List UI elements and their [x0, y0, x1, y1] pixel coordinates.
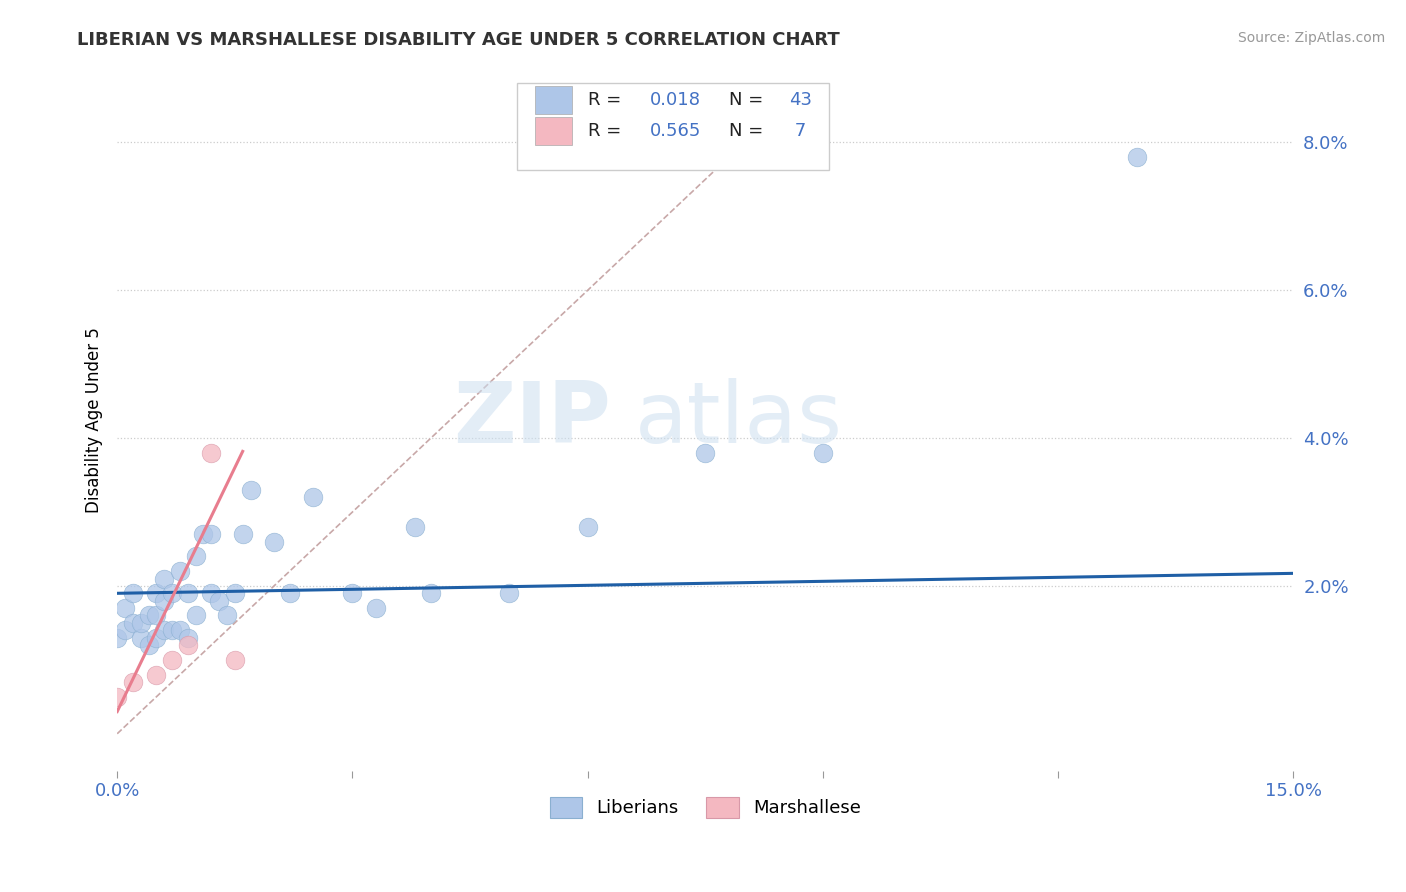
- Point: [224, 586, 246, 600]
- Point: [419, 586, 441, 600]
- Text: R =: R =: [588, 91, 627, 109]
- Point: [105, 631, 128, 645]
- Text: 0.018: 0.018: [650, 91, 702, 109]
- Point: [160, 624, 183, 638]
- Point: [278, 586, 301, 600]
- Point: [129, 615, 152, 630]
- Point: [122, 586, 145, 600]
- Point: [498, 586, 520, 600]
- Point: [169, 564, 191, 578]
- FancyBboxPatch shape: [517, 83, 830, 170]
- Point: [177, 586, 200, 600]
- Point: [224, 653, 246, 667]
- Text: 0.565: 0.565: [650, 122, 702, 140]
- Point: [177, 631, 200, 645]
- Point: [184, 549, 207, 564]
- Point: [145, 667, 167, 681]
- Text: N =: N =: [728, 122, 769, 140]
- Text: ZIP: ZIP: [454, 378, 612, 461]
- Point: [153, 593, 176, 607]
- Point: [160, 653, 183, 667]
- Point: [145, 586, 167, 600]
- Point: [208, 593, 231, 607]
- Point: [184, 608, 207, 623]
- Point: [193, 527, 215, 541]
- Point: [200, 527, 222, 541]
- Text: 7: 7: [789, 122, 806, 140]
- Point: [153, 624, 176, 638]
- Text: N =: N =: [728, 91, 769, 109]
- Point: [145, 631, 167, 645]
- Point: [239, 483, 262, 497]
- Point: [122, 615, 145, 630]
- Point: [160, 586, 183, 600]
- Point: [114, 601, 136, 615]
- Point: [177, 638, 200, 652]
- Point: [232, 527, 254, 541]
- Text: Source: ZipAtlas.com: Source: ZipAtlas.com: [1237, 31, 1385, 45]
- Point: [129, 631, 152, 645]
- Point: [695, 446, 717, 460]
- Point: [302, 490, 325, 504]
- Text: atlas: atlas: [634, 378, 842, 461]
- Point: [811, 446, 834, 460]
- Point: [105, 690, 128, 704]
- Point: [169, 624, 191, 638]
- Point: [200, 446, 222, 460]
- Point: [263, 534, 285, 549]
- Point: [576, 520, 599, 534]
- Point: [215, 608, 238, 623]
- Point: [404, 520, 426, 534]
- FancyBboxPatch shape: [534, 117, 572, 145]
- Point: [342, 586, 364, 600]
- Point: [153, 572, 176, 586]
- FancyBboxPatch shape: [534, 86, 572, 114]
- Point: [200, 586, 222, 600]
- Point: [1125, 150, 1147, 164]
- Point: [364, 601, 387, 615]
- Text: LIBERIAN VS MARSHALLESE DISABILITY AGE UNDER 5 CORRELATION CHART: LIBERIAN VS MARSHALLESE DISABILITY AGE U…: [77, 31, 839, 49]
- Legend: Liberians, Marshallese: Liberians, Marshallese: [543, 789, 868, 825]
- Y-axis label: Disability Age Under 5: Disability Age Under 5: [86, 326, 103, 513]
- Point: [138, 608, 160, 623]
- Text: R =: R =: [588, 122, 627, 140]
- Text: 43: 43: [789, 91, 811, 109]
- Point: [138, 638, 160, 652]
- Point: [122, 675, 145, 690]
- Point: [114, 624, 136, 638]
- Point: [145, 608, 167, 623]
